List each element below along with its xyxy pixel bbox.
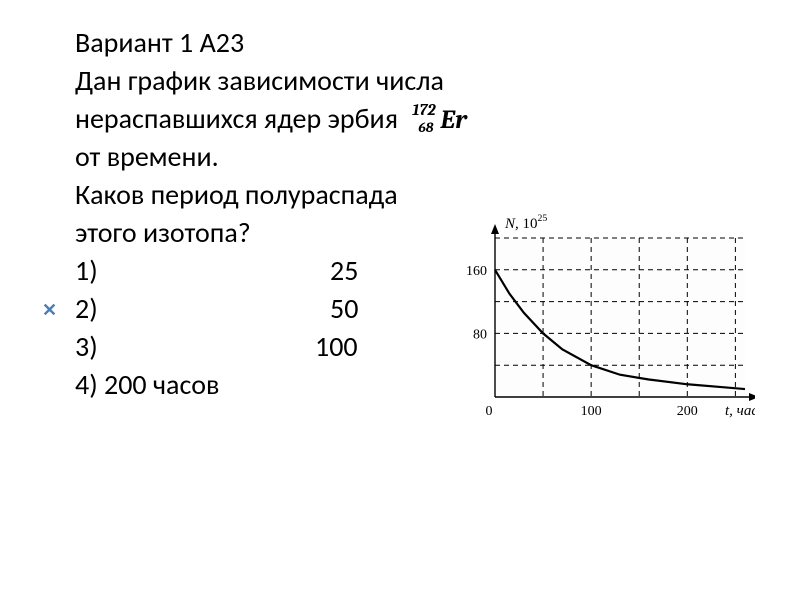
chart-svg: 160 80 0 100 200 N, 1025 t, час [445, 210, 755, 425]
isotope-symbol: Er [440, 105, 467, 135]
isotope-notation: 172 68 Er [440, 105, 467, 135]
svg-text:t, час: t, час [725, 403, 755, 419]
problem-line3: от времени. [75, 139, 219, 174]
answer-3: 3) 100 [75, 329, 358, 364]
problem-line4: Каков период полураспада [75, 177, 398, 212]
header-text: Вариант 1 А23 [75, 25, 244, 60]
problem-line1: Дан график зависимости числа [75, 63, 444, 98]
svg-text:N, 1025: N, 1025 [504, 213, 547, 232]
answer-2: 2) 50 [75, 291, 358, 326]
svg-text:160: 160 [466, 264, 487, 279]
header: Вариант 1 А23 [75, 25, 244, 60]
problem-line5: этого изотопа? [75, 215, 251, 250]
decay-chart: 160 80 0 100 200 N, 1025 t, час [445, 210, 755, 425]
svg-text:0: 0 [486, 404, 493, 419]
isotope-atomic: 68 [418, 119, 433, 136]
answer-1: 1) 25 [75, 253, 358, 288]
answer-4: 4) 200 часов [75, 367, 219, 402]
isotope-mass: 172 [412, 101, 435, 119]
blue-x-marker-icon: ✕ [42, 299, 57, 321]
svg-text:80: 80 [473, 327, 487, 342]
svg-text:200: 200 [677, 404, 698, 419]
problem-line2: нераспавшихся ядер эрбия 172 68 Er [75, 101, 467, 136]
svg-text:100: 100 [581, 404, 602, 419]
